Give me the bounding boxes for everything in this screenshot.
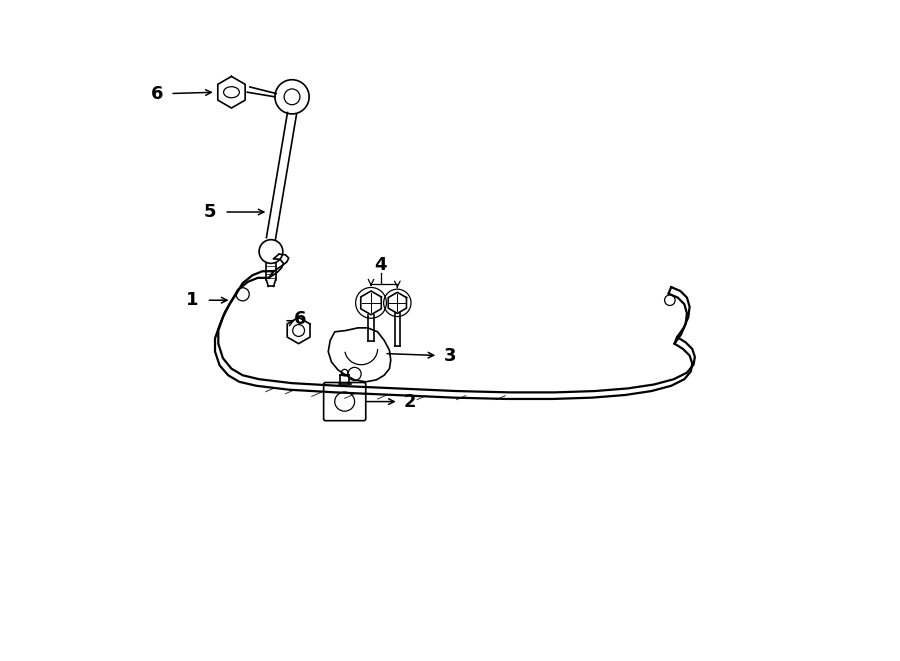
Text: 4: 4 — [374, 256, 387, 274]
Text: 5: 5 — [203, 203, 216, 221]
Text: 1: 1 — [186, 292, 199, 309]
Text: 6: 6 — [294, 309, 307, 328]
Text: 2: 2 — [404, 393, 417, 410]
Text: 6: 6 — [151, 85, 164, 102]
Text: 3: 3 — [444, 346, 456, 364]
